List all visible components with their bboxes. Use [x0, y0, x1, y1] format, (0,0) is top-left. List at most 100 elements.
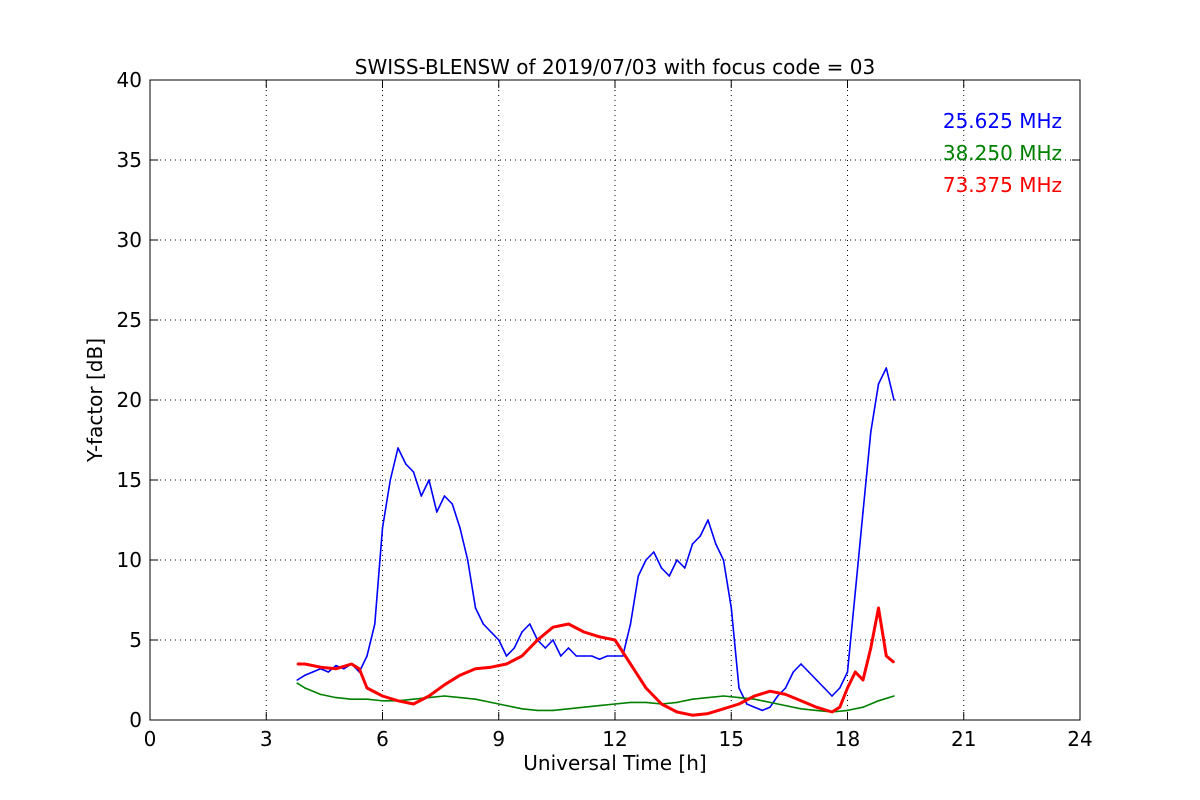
- y-axis-label: Y-factor [dB]: [83, 338, 107, 463]
- data-point: [878, 607, 880, 609]
- data-point: [459, 697, 461, 699]
- data-point: [630, 623, 632, 625]
- data-point: [544, 647, 546, 649]
- data-point: [816, 679, 818, 681]
- data-point: [506, 663, 508, 665]
- data-point: [777, 695, 779, 697]
- data-point: [878, 700, 880, 702]
- data-point: [614, 655, 616, 657]
- data-point: [862, 706, 864, 708]
- data-point: [304, 674, 306, 676]
- data-point: [692, 714, 694, 716]
- data-point: [630, 663, 632, 665]
- data-point: [645, 702, 647, 704]
- data-point: [661, 703, 663, 705]
- data-point: [808, 671, 810, 673]
- data-point: [761, 710, 763, 712]
- data-point: [420, 495, 422, 497]
- data-point: [847, 687, 849, 689]
- data-point: [451, 503, 453, 505]
- data-point: [839, 706, 841, 708]
- data-point: [382, 527, 384, 529]
- data-point: [599, 705, 601, 707]
- legend-entry: 38.250 MHz: [943, 141, 1062, 165]
- data-point: [428, 695, 430, 697]
- data-point: [738, 687, 740, 689]
- data-point: [583, 631, 585, 633]
- data-point: [374, 623, 376, 625]
- x-tick-label: 21: [951, 727, 976, 751]
- data-point: [304, 687, 306, 689]
- data-point: [327, 671, 329, 673]
- data-point: [606, 655, 608, 657]
- data-point: [296, 682, 298, 684]
- data-point: [529, 623, 531, 625]
- x-axis-label: Universal Time [h]: [523, 751, 706, 775]
- data-point: [591, 655, 593, 657]
- y-tick-label: 40: [117, 68, 142, 92]
- data-point: [870, 647, 872, 649]
- y-tick-label: 35: [117, 148, 142, 172]
- data-point: [343, 668, 345, 670]
- data-point: [583, 655, 585, 657]
- data-point: [397, 700, 399, 702]
- data-point: [653, 551, 655, 553]
- data-point: [614, 703, 616, 705]
- data-point: [335, 665, 337, 667]
- y-tick-label: 25: [117, 308, 142, 332]
- data-point: [366, 687, 368, 689]
- data-point: [754, 698, 756, 700]
- data-point: [513, 647, 515, 649]
- data-point: [738, 697, 740, 699]
- data-point: [444, 495, 446, 497]
- data-point: [560, 655, 562, 657]
- data-point: [637, 575, 639, 577]
- data-point: [831, 711, 833, 713]
- data-point: [358, 668, 360, 670]
- data-point: [537, 639, 539, 641]
- data-point: [769, 706, 771, 708]
- x-tick-label: 3: [260, 727, 273, 751]
- data-point: [692, 543, 694, 545]
- x-tick-label: 9: [492, 727, 505, 751]
- data-point: [862, 511, 864, 513]
- x-tick-label: 12: [602, 727, 627, 751]
- x-tick-label: 6: [376, 727, 389, 751]
- x-tick-label: 24: [1067, 727, 1092, 751]
- x-tick-label: 18: [835, 727, 860, 751]
- data-point: [583, 706, 585, 708]
- data-point: [382, 700, 384, 702]
- data-point: [754, 695, 756, 697]
- data-point: [482, 623, 484, 625]
- data-point: [568, 708, 570, 710]
- data-point: [893, 695, 895, 697]
- data-point: [413, 698, 415, 700]
- data-point: [645, 559, 647, 561]
- data-point: [506, 705, 508, 707]
- data-point: [475, 668, 477, 670]
- data-point: [444, 695, 446, 697]
- data-point: [405, 463, 407, 465]
- data-point: [730, 607, 732, 609]
- data-point: [847, 671, 849, 673]
- data-point: [769, 690, 771, 692]
- data-point: [366, 655, 368, 657]
- data-point: [676, 702, 678, 704]
- data-point: [885, 655, 887, 657]
- data-point: [521, 708, 523, 710]
- data-point: [831, 695, 833, 697]
- data-point: [715, 543, 717, 545]
- data-point: [568, 647, 570, 649]
- data-point: [436, 511, 438, 513]
- data-point: [754, 706, 756, 708]
- data-point: [475, 607, 477, 609]
- data-point: [785, 687, 787, 689]
- data-point: [839, 687, 841, 689]
- data-point: [684, 567, 686, 569]
- data-point: [506, 655, 508, 657]
- data-point: [490, 702, 492, 704]
- data-point: [335, 697, 337, 699]
- data-point: [645, 687, 647, 689]
- data-point: [630, 702, 632, 704]
- data-point: [599, 658, 601, 660]
